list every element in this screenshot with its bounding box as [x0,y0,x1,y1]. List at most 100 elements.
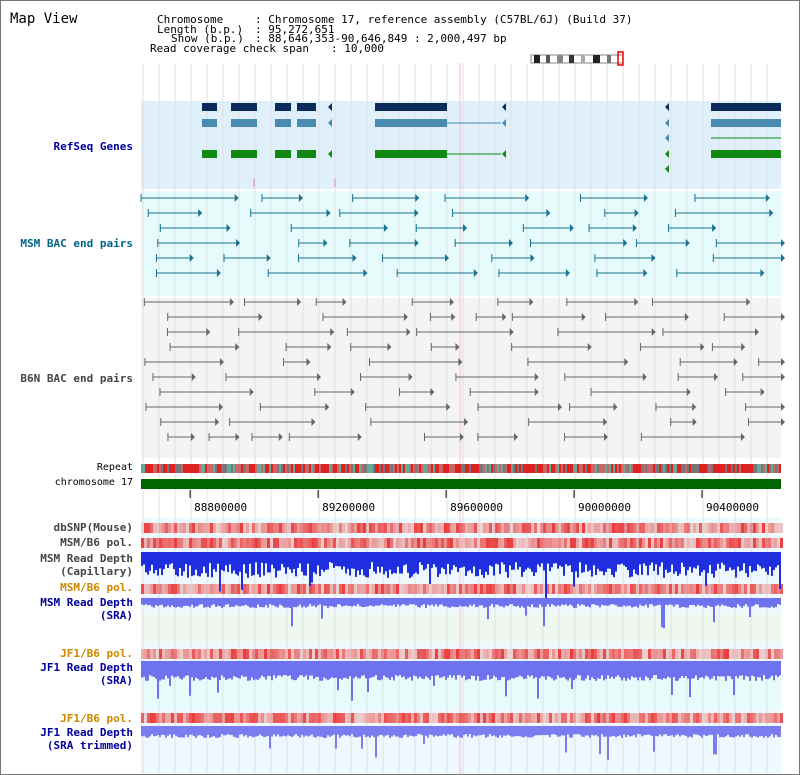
heat-bin [660,538,663,548]
heat-bin [768,713,771,723]
heat-bin [423,584,426,594]
depth-bin [487,661,489,676]
depth-bin [483,661,485,680]
depth-bin [519,598,521,608]
depth-bin [603,552,605,576]
heat-bin [498,538,501,548]
heat-bin [318,713,321,723]
depth-bin [235,598,237,606]
depth-bin [297,598,299,607]
depth-bin [657,552,659,575]
depth-bin [313,661,315,679]
depth-bin [557,598,559,606]
heat-bin [165,584,168,594]
heat-bin [363,584,366,594]
depth-bin [623,661,625,678]
chromosome-key: Chromosome [157,13,224,26]
depth-bin [737,726,739,736]
depth-bin [373,598,375,607]
depth-bin [379,726,381,735]
repeat-bin [223,464,225,473]
depth-bin [517,552,519,570]
depth-bin [587,598,589,607]
heat-bin [534,523,537,533]
repeat-bin [335,464,337,473]
depth-bin [619,552,621,565]
depth-bin [419,661,421,677]
depth-bin [679,726,681,737]
heat-bin [231,538,234,548]
depth-bin [143,552,145,565]
heat-bin [399,584,402,594]
repeat-bin [575,464,577,473]
depth-bin [455,726,457,738]
depth-bin [737,661,739,679]
depth-bin [165,552,167,565]
refseq-genes [202,103,781,187]
depth-bin [407,661,409,679]
depth-bin [675,726,677,736]
repeat-bin [173,464,175,473]
depth-bin [587,552,589,572]
depth-bin [309,552,311,587]
repeat-bin [615,464,617,473]
repeat-bin [693,464,695,473]
repeat-bin [369,464,371,473]
depth-bin [691,661,693,679]
depth-bin [499,598,501,607]
repeat-bin [505,464,507,473]
depth-bin [553,552,555,564]
repeat-bin [525,464,527,473]
depth-bin [699,552,701,576]
bac-end-arrow [769,209,774,217]
depth-bin [449,552,451,575]
heat-bin [741,649,744,659]
depth-bin [667,726,669,737]
depth-bin [551,661,553,679]
heat-bin [627,538,630,548]
heat-bin [618,584,621,594]
gene-exon [202,119,217,127]
depth-bin [297,726,299,736]
depth-bin [445,661,447,680]
depth-bin [343,726,345,735]
heat-bin [645,649,648,659]
depth-bin [629,661,631,680]
heat-bin [213,649,216,659]
depth-bin [255,598,257,608]
heat-bin [489,538,492,548]
depth-bin [709,661,711,680]
depth-bin [159,726,161,737]
bac-end-arrow [760,388,765,396]
heat-bin [678,649,681,659]
depth-bin [243,552,245,565]
depth-bin [521,552,523,577]
heat-bin [315,713,318,723]
depth-bin [607,598,609,606]
heat-bin [543,713,546,723]
heat-bin [270,649,273,659]
heat-bin [315,523,318,533]
depth-bin [439,661,441,678]
depth-bin [433,552,435,565]
heat-bin [594,523,597,533]
depth-bin [363,598,365,608]
heat-bin [363,523,366,533]
depth-bin [193,552,195,576]
depth-bin [453,661,455,676]
depth-bin [323,598,325,606]
heat-bin [240,713,243,723]
repeat-bin [593,464,595,473]
bac-end-arrow [603,433,608,441]
bac-end-arrow [643,269,648,277]
repeat-bin [201,464,203,473]
depth-bin [179,726,181,738]
heat-bin [330,713,333,723]
heat-bin [705,649,708,659]
heat-bin [627,713,630,723]
repeat-bin [209,464,211,473]
heat-bin [708,649,711,659]
depth-bin [477,552,479,577]
heat-bin [693,713,696,723]
heat-bin [471,584,474,594]
